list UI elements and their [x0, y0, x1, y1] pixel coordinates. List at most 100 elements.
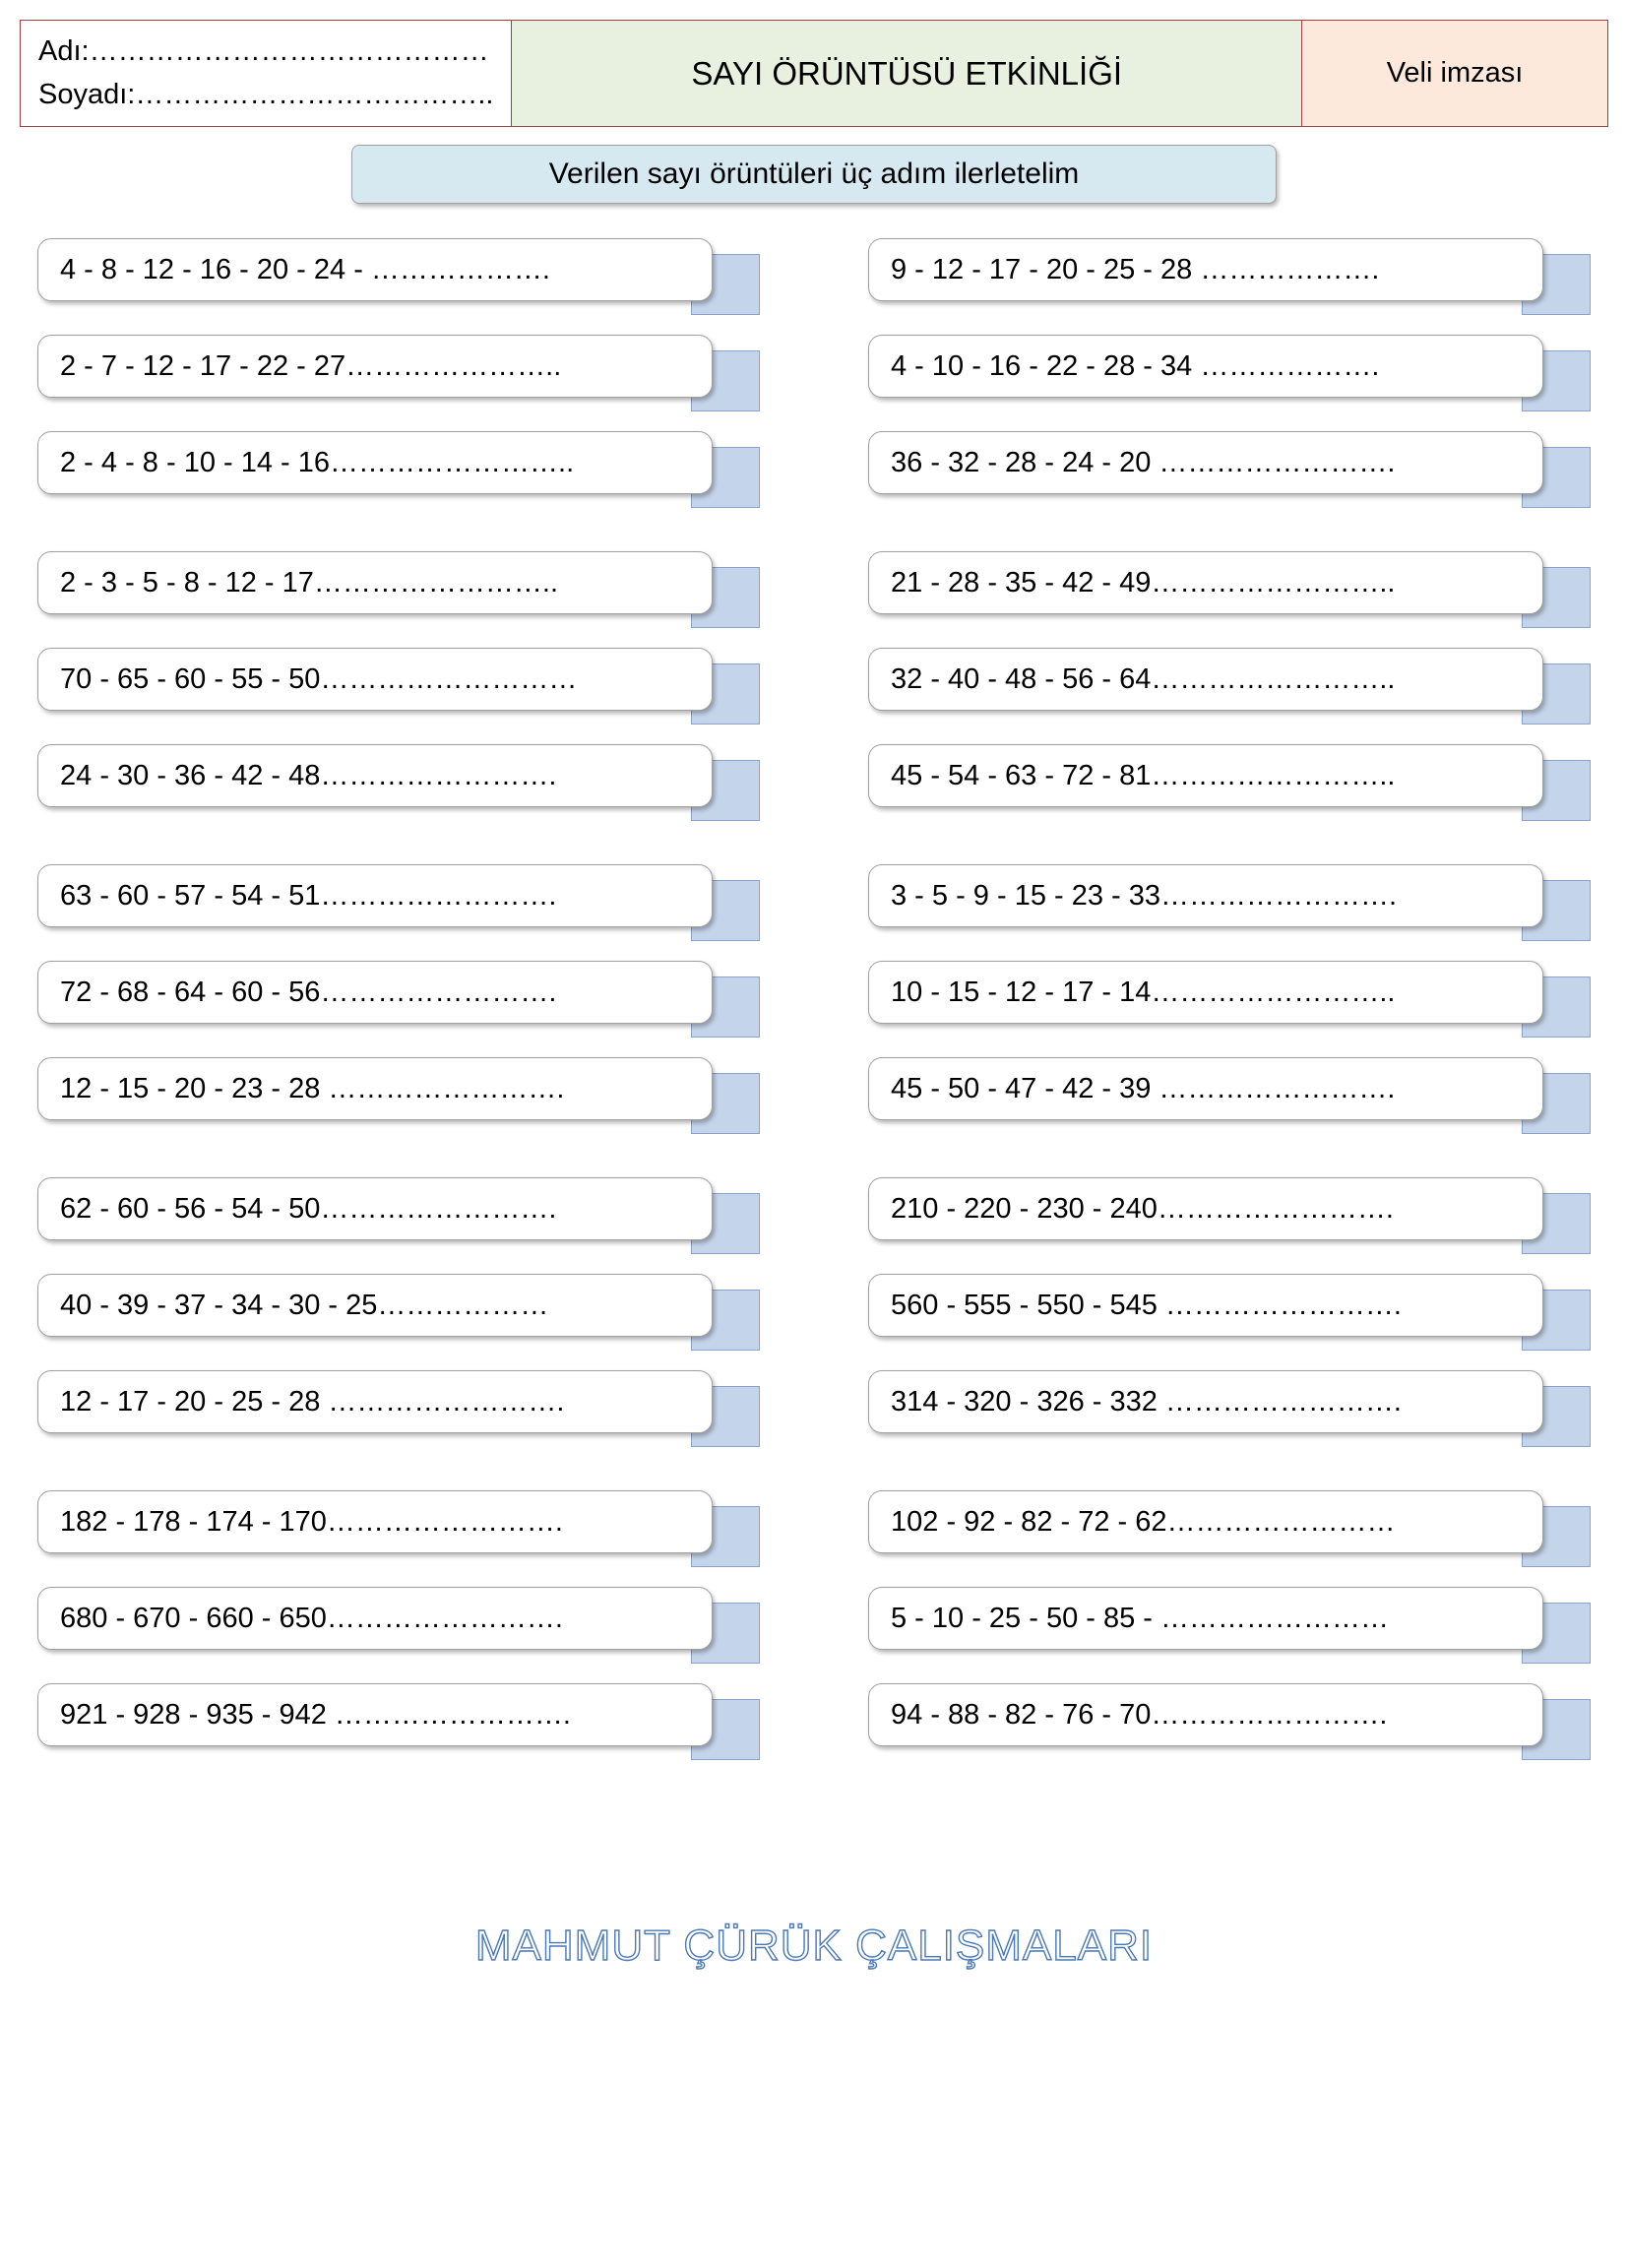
pattern-text: 182 - 178 - 174 - 170……………………. — [60, 1506, 563, 1539]
right-column: 9 - 12 - 17 - 20 - 25 - 28 ………………. 4 - 10… — [868, 238, 1591, 1803]
pattern-pill: 2 - 4 - 8 - 10 - 14 - 16…………………….. — [37, 431, 713, 494]
signature-cell: Veli imzası — [1302, 21, 1607, 126]
pattern-text: 12 - 17 - 20 - 25 - 28 ……………………. — [60, 1386, 564, 1418]
pattern-row: 182 - 178 - 174 - 170……………………. — [37, 1490, 760, 1565]
pattern-row: 9 - 12 - 17 - 20 - 25 - 28 ………………. — [868, 238, 1591, 313]
pattern-text: 94 - 88 - 82 - 76 - 70……………………. — [891, 1699, 1387, 1732]
pattern-text: 2 - 4 - 8 - 10 - 14 - 16…………………….. — [60, 447, 574, 479]
pattern-text: 12 - 15 - 20 - 23 - 28 ……………………. — [60, 1073, 564, 1105]
pattern-row: 45 - 54 - 63 - 72 - 81…………………….. — [868, 744, 1591, 819]
pattern-pill: 10 - 15 - 12 - 17 - 14…………………….. — [868, 961, 1543, 1024]
pattern-pill: 210 - 220 - 230 - 240……………………. — [868, 1177, 1543, 1240]
pattern-pill: 62 - 60 - 56 - 54 - 50……………………. — [37, 1177, 713, 1240]
worksheet-title: SAYI ÖRÜNTÜSÜ ETKİNLİĞİ — [512, 21, 1302, 126]
pattern-row: 102 - 92 - 82 - 72 - 62…………………… — [868, 1490, 1591, 1565]
pattern-text: 62 - 60 - 56 - 54 - 50……………………. — [60, 1193, 556, 1226]
pattern-row: 63 - 60 - 57 - 54 - 51……………………. — [37, 864, 760, 939]
pattern-pill: 102 - 92 - 82 - 72 - 62…………………… — [868, 1490, 1543, 1553]
pattern-text: 9 - 12 - 17 - 20 - 25 - 28 ………………. — [891, 254, 1379, 286]
pattern-group: 63 - 60 - 57 - 54 - 51……………………. 72 - 68 -… — [37, 864, 760, 1132]
pattern-group: 182 - 178 - 174 - 170……………………. 680 - 670 … — [37, 1490, 760, 1758]
pattern-text: 210 - 220 - 230 - 240……………………. — [891, 1193, 1394, 1226]
pattern-text: 2 - 3 - 5 - 8 - 12 - 17…………………….. — [60, 567, 558, 599]
pattern-pill: 12 - 17 - 20 - 25 - 28 ……………………. — [37, 1370, 713, 1433]
pattern-text: 3 - 5 - 9 - 15 - 23 - 33……………………. — [891, 880, 1397, 913]
pattern-row: 2 - 4 - 8 - 10 - 14 - 16…………………….. — [37, 431, 760, 506]
pattern-row: 4 - 8 - 12 - 16 - 20 - 24 - ………………. — [37, 238, 760, 313]
pattern-text: 40 - 39 - 37 - 34 - 30 - 25……………… — [60, 1290, 548, 1322]
pattern-row: 210 - 220 - 230 - 240……………………. — [868, 1177, 1591, 1252]
pattern-row: 5 - 10 - 25 - 50 - 85 - …………………… — [868, 1587, 1591, 1662]
pattern-row: 560 - 555 - 550 - 545 ……………………. — [868, 1274, 1591, 1349]
instruction-banner: Verilen sayı örüntüleri üç adım ilerlete… — [351, 145, 1277, 204]
pattern-pill: 2 - 7 - 12 - 17 - 22 - 27………………….. — [37, 335, 713, 398]
pattern-text: 921 - 928 - 935 - 942 ……………………. — [60, 1699, 571, 1732]
pattern-row: 2 - 7 - 12 - 17 - 22 - 27………………….. — [37, 335, 760, 410]
name-cell: Adı:…………………………………… Soyadı:……………………………….. — [21, 21, 512, 126]
pattern-row: 680 - 670 - 660 - 650……………………. — [37, 1587, 760, 1662]
pattern-group: 3 - 5 - 9 - 15 - 23 - 33……………………. 10 - 15… — [868, 864, 1591, 1132]
pattern-group: 2 - 3 - 5 - 8 - 12 - 17…………………….. 70 - 65… — [37, 551, 760, 819]
pattern-row: 4 - 10 - 16 - 22 - 28 - 34 ………………. — [868, 335, 1591, 410]
pattern-text: 314 - 320 - 326 - 332 ……………………. — [891, 1386, 1402, 1418]
pattern-pill: 32 - 40 - 48 - 56 - 64…………………….. — [868, 648, 1543, 711]
pattern-row: 10 - 15 - 12 - 17 - 14…………………….. — [868, 961, 1591, 1036]
pattern-pill: 4 - 8 - 12 - 16 - 20 - 24 - ………………. — [37, 238, 713, 301]
footer-watermark: MAHMUT ÇÜRÜK ÇALIŞMALARI — [20, 1922, 1608, 1971]
pattern-text: 72 - 68 - 64 - 60 - 56……………………. — [60, 976, 556, 1009]
pattern-text: 36 - 32 - 28 - 24 - 20 ……………………. — [891, 447, 1395, 479]
pattern-pill: 24 - 30 - 36 - 42 - 48……………………. — [37, 744, 713, 807]
pattern-text: 10 - 15 - 12 - 17 - 14…………………….. — [891, 976, 1395, 1009]
pattern-pill: 72 - 68 - 64 - 60 - 56……………………. — [37, 961, 713, 1024]
pattern-text: 4 - 8 - 12 - 16 - 20 - 24 - ………………. — [60, 254, 550, 286]
name-label: Adı:…………………………………… — [38, 31, 493, 74]
pattern-pill: 70 - 65 - 60 - 55 - 50……………………… — [37, 648, 713, 711]
pattern-row: 314 - 320 - 326 - 332 ……………………. — [868, 1370, 1591, 1445]
pattern-group: 62 - 60 - 56 - 54 - 50……………………. 40 - 39 -… — [37, 1177, 760, 1445]
pattern-text: 560 - 555 - 550 - 545 ……………………. — [891, 1290, 1402, 1322]
surname-label: Soyadı:……………………………….. — [38, 74, 493, 117]
pattern-pill: 21 - 28 - 35 - 42 - 49…………………….. — [868, 551, 1543, 614]
pattern-row: 40 - 39 - 37 - 34 - 30 - 25……………… — [37, 1274, 760, 1349]
pattern-row: 62 - 60 - 56 - 54 - 50……………………. — [37, 1177, 760, 1252]
pattern-row: 45 - 50 - 47 - 42 - 39 ……………………. — [868, 1057, 1591, 1132]
pattern-pill: 45 - 54 - 63 - 72 - 81…………………….. — [868, 744, 1543, 807]
pattern-row: 36 - 32 - 28 - 24 - 20 ……………………. — [868, 431, 1591, 506]
pattern-text: 24 - 30 - 36 - 42 - 48……………………. — [60, 760, 556, 792]
pattern-text: 102 - 92 - 82 - 72 - 62…………………… — [891, 1506, 1396, 1539]
pattern-pill: 3 - 5 - 9 - 15 - 23 - 33……………………. — [868, 864, 1543, 927]
pattern-pill: 36 - 32 - 28 - 24 - 20 ……………………. — [868, 431, 1543, 494]
pattern-text: 32 - 40 - 48 - 56 - 64…………………….. — [891, 663, 1395, 696]
pattern-text: 45 - 50 - 47 - 42 - 39 ……………………. — [891, 1073, 1395, 1105]
pattern-pill: 63 - 60 - 57 - 54 - 51……………………. — [37, 864, 713, 927]
pattern-row: 12 - 15 - 20 - 23 - 28 ……………………. — [37, 1057, 760, 1132]
pattern-pill: 314 - 320 - 326 - 332 ……………………. — [868, 1370, 1543, 1433]
pattern-text: 63 - 60 - 57 - 54 - 51……………………. — [60, 880, 556, 913]
pattern-text: 70 - 65 - 60 - 55 - 50……………………… — [60, 663, 577, 696]
pattern-row: 24 - 30 - 36 - 42 - 48……………………. — [37, 744, 760, 819]
pattern-row: 70 - 65 - 60 - 55 - 50……………………… — [37, 648, 760, 723]
pattern-pill: 182 - 178 - 174 - 170……………………. — [37, 1490, 713, 1553]
pattern-group: 9 - 12 - 17 - 20 - 25 - 28 ………………. 4 - 10… — [868, 238, 1591, 506]
pattern-pill: 94 - 88 - 82 - 76 - 70……………………. — [868, 1683, 1543, 1746]
pattern-text: 5 - 10 - 25 - 50 - 85 - …………………… — [891, 1603, 1389, 1635]
pattern-pill: 4 - 10 - 16 - 22 - 28 - 34 ………………. — [868, 335, 1543, 398]
pattern-pill: 560 - 555 - 550 - 545 ……………………. — [868, 1274, 1543, 1337]
pattern-row: 32 - 40 - 48 - 56 - 64…………………….. — [868, 648, 1591, 723]
pattern-group: 210 - 220 - 230 - 240……………………. 560 - 555 … — [868, 1177, 1591, 1445]
pattern-text: 45 - 54 - 63 - 72 - 81…………………….. — [891, 760, 1395, 792]
content-columns: 4 - 8 - 12 - 16 - 20 - 24 - ………………. 2 - 7… — [20, 238, 1608, 1803]
pattern-row: 921 - 928 - 935 - 942 ……………………. — [37, 1683, 760, 1758]
pattern-group: 4 - 8 - 12 - 16 - 20 - 24 - ………………. 2 - 7… — [37, 238, 760, 506]
pattern-pill: 40 - 39 - 37 - 34 - 30 - 25……………… — [37, 1274, 713, 1337]
pattern-pill: 680 - 670 - 660 - 650……………………. — [37, 1587, 713, 1650]
pattern-text: 2 - 7 - 12 - 17 - 22 - 27………………….. — [60, 350, 561, 383]
pattern-pill: 12 - 15 - 20 - 23 - 28 ……………………. — [37, 1057, 713, 1120]
left-column: 4 - 8 - 12 - 16 - 20 - 24 - ………………. 2 - 7… — [37, 238, 760, 1803]
pattern-pill: 2 - 3 - 5 - 8 - 12 - 17…………………….. — [37, 551, 713, 614]
pattern-text: 21 - 28 - 35 - 42 - 49…………………….. — [891, 567, 1395, 599]
pattern-row: 94 - 88 - 82 - 76 - 70……………………. — [868, 1683, 1591, 1758]
pattern-pill: 9 - 12 - 17 - 20 - 25 - 28 ………………. — [868, 238, 1543, 301]
pattern-row: 21 - 28 - 35 - 42 - 49…………………….. — [868, 551, 1591, 626]
pattern-row: 12 - 17 - 20 - 25 - 28 ……………………. — [37, 1370, 760, 1445]
